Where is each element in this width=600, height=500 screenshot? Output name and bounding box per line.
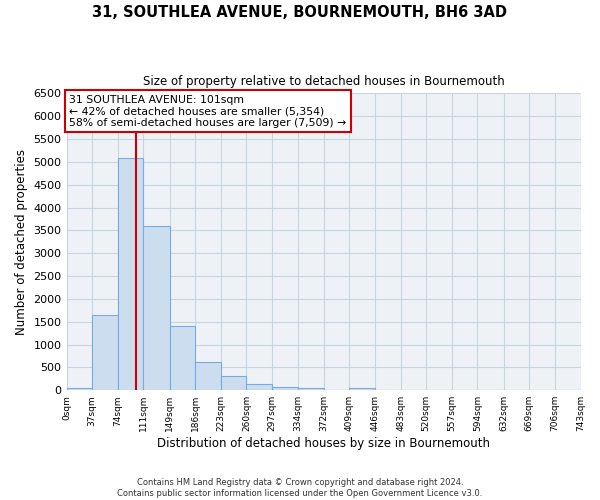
Bar xyxy=(272,386,298,390)
Bar xyxy=(195,362,221,390)
Text: 31 SOUTHLEA AVENUE: 101sqm
← 42% of detached houses are smaller (5,354)
58% of s: 31 SOUTHLEA AVENUE: 101sqm ← 42% of deta… xyxy=(69,95,346,128)
Bar xyxy=(221,376,247,390)
Text: Contains HM Land Registry data © Crown copyright and database right 2024.
Contai: Contains HM Land Registry data © Crown c… xyxy=(118,478,482,498)
Bar xyxy=(143,226,170,390)
X-axis label: Distribution of detached houses by size in Bournemouth: Distribution of detached houses by size … xyxy=(157,437,490,450)
Bar xyxy=(349,388,375,390)
Bar xyxy=(67,388,92,390)
Bar xyxy=(247,384,272,390)
Bar xyxy=(298,388,324,390)
Text: 31, SOUTHLEA AVENUE, BOURNEMOUTH, BH6 3AD: 31, SOUTHLEA AVENUE, BOURNEMOUTH, BH6 3A… xyxy=(92,5,508,20)
Y-axis label: Number of detached properties: Number of detached properties xyxy=(15,149,28,335)
Bar xyxy=(118,158,143,390)
Bar xyxy=(170,326,195,390)
Bar xyxy=(92,315,118,390)
Title: Size of property relative to detached houses in Bournemouth: Size of property relative to detached ho… xyxy=(143,75,505,88)
